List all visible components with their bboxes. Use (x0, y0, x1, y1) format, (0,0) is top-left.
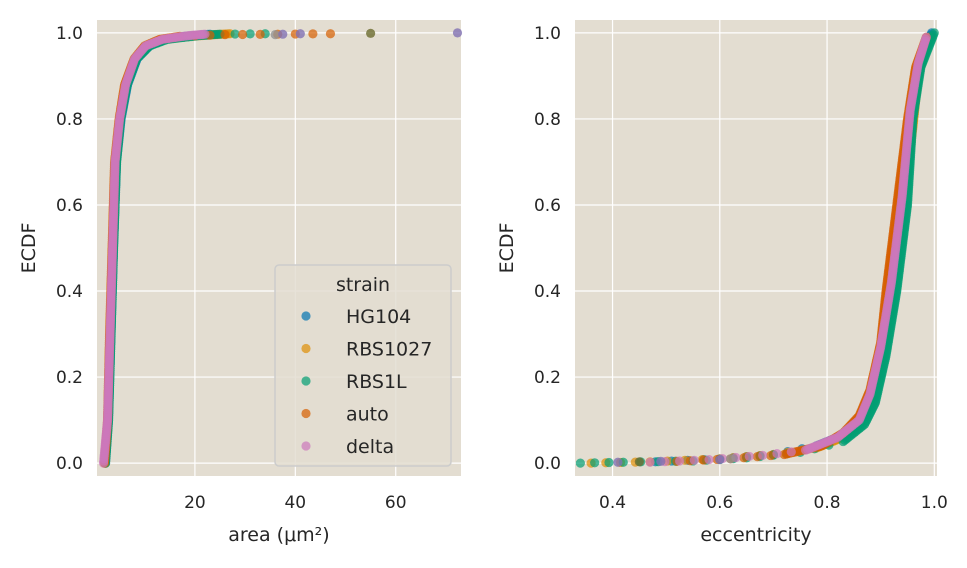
y-tick-label: 1.0 (534, 24, 561, 44)
data-point (786, 447, 796, 457)
legend-marker (301, 441, 311, 451)
y-tick-label: 0.8 (534, 110, 561, 130)
y-axis-label: ECDF (18, 223, 40, 274)
data-point (725, 454, 736, 464)
data-point (772, 449, 782, 459)
data-point (645, 457, 655, 467)
y-tick-label: 0.0 (56, 454, 83, 474)
x-tick-label: 1.0 (921, 493, 948, 513)
y-axis-label: ECDF (496, 223, 518, 274)
y-tick-label: 0.8 (56, 110, 83, 130)
data-point (689, 455, 699, 465)
data-point (604, 457, 614, 468)
data-point (656, 456, 666, 466)
data-point (590, 458, 600, 468)
data-point (758, 450, 768, 460)
data-point (270, 30, 280, 40)
panel-right: 0.4 0.6 0.8 1.0 0.0 0.2 0.4 0.6 0.8 1.0 eccentrici… (496, 20, 948, 546)
outlier-points (613, 454, 736, 467)
legend-marker (301, 376, 311, 386)
data-point (278, 29, 288, 39)
x-tick-label: 60 (385, 493, 407, 513)
data-point (674, 456, 685, 466)
y-tick-label: 0.4 (56, 282, 83, 302)
x-axis-label: eccentricity (700, 524, 811, 546)
x-axis-label: area (μm²) (228, 524, 329, 546)
legend-marker (301, 311, 311, 321)
legend-label: RBS1027 (346, 339, 432, 361)
data-point (325, 29, 336, 39)
data-point (200, 29, 210, 39)
y-tick-label: 1.0 (56, 24, 83, 44)
legend-label: HG104 (346, 306, 411, 328)
legend-label: auto (346, 404, 389, 426)
data-point (715, 455, 725, 465)
data-point (308, 29, 318, 39)
x-tick-label: 0.4 (599, 493, 626, 513)
x-tick-label: 40 (284, 493, 306, 513)
y-tick-label: 0.0 (534, 454, 561, 474)
y-tick-label: 0.4 (534, 282, 561, 302)
y-tick-label: 0.2 (56, 368, 83, 388)
data-point (921, 32, 931, 42)
data-point (238, 29, 248, 40)
legend-label: delta (346, 436, 394, 458)
data-layer-right (575, 28, 939, 468)
legend-box (274, 264, 452, 467)
panel-left: 20 40 60 0.0 0.2 0.4 0.6 0.8 1.0 area (μm²) ECDF st… (18, 20, 463, 546)
legend: strain HG104 RBS1027 RBS1L auto delta (274, 264, 452, 467)
data-point (613, 457, 623, 467)
plot-area-right (575, 20, 937, 476)
data-point (634, 457, 644, 467)
data-point (366, 28, 376, 38)
data-layer-left (98, 28, 463, 468)
x-tick-label: 20 (184, 493, 206, 513)
x-tick-label: 0.8 (814, 493, 841, 513)
series-delta (98, 29, 210, 468)
data-point (245, 29, 255, 39)
data-point (230, 29, 240, 39)
data-point (704, 455, 714, 465)
legend-label: RBS1L (346, 371, 407, 393)
y-tick-label: 0.6 (56, 196, 83, 216)
data-point (220, 30, 230, 40)
x-tick-label: 0.6 (706, 493, 733, 513)
data-point (255, 29, 265, 39)
legend-marker (301, 343, 311, 354)
y-tick-label: 0.6 (534, 196, 561, 216)
data-point (929, 28, 939, 38)
y-tick-label: 0.2 (534, 368, 561, 388)
data-point (295, 29, 305, 39)
data-point (575, 458, 585, 468)
legend-marker (301, 408, 311, 419)
data-point (452, 28, 463, 38)
legend-title: strain (336, 274, 390, 296)
series-delta (645, 32, 931, 467)
data-point (744, 451, 754, 462)
outlier-points (270, 28, 463, 40)
